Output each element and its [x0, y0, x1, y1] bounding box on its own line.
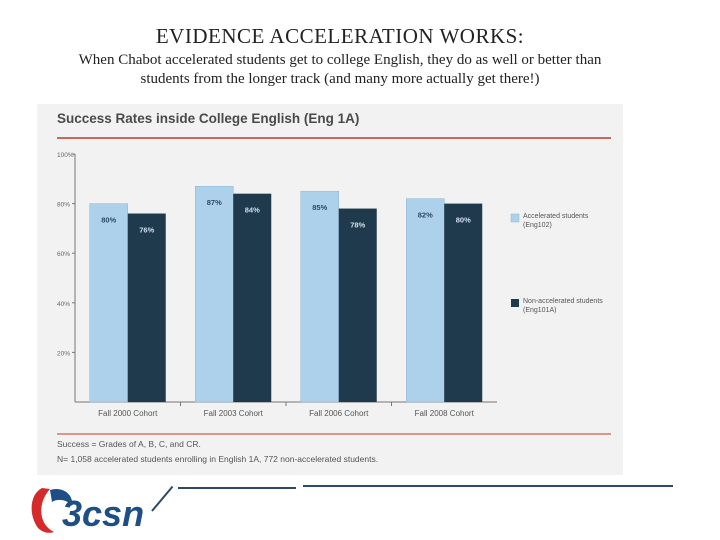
legend-label-line: Non-accelerated students: [523, 298, 603, 305]
slide-title: EVIDENCE ACCELERATION WORKS:: [155, 24, 525, 48]
y-tick-label: 80%: [57, 202, 70, 209]
logo-text: 3csn: [62, 493, 144, 534]
x-tick-label: Fall 2006 Cohort: [309, 409, 369, 418]
bar-non-accelerated: [127, 213, 166, 402]
footer-line-long: [303, 485, 673, 487]
legend-swatch: [510, 213, 520, 223]
chart-note: N= 1,058 accelerated students enrolling …: [57, 454, 378, 464]
logo-swoosh-blue: [50, 488, 73, 506]
legend-label-line: Accelerated students: [523, 213, 589, 220]
bar-data-label: 87%: [207, 198, 222, 207]
bar-non-accelerated: [233, 193, 272, 402]
slide-subtitle: When Chabot accelerated students get to …: [40, 51, 640, 89]
bar-data-label: 84%: [245, 206, 260, 215]
bar-data-label: 76%: [139, 226, 154, 235]
3csn-logo: 3csn: [31, 488, 144, 534]
bar-non-accelerated: [338, 208, 377, 402]
bar-data-label: 80%: [101, 216, 116, 225]
chart-card: Success Rates inside College English (En…: [37, 104, 623, 475]
legend-label: Non-accelerated students (Eng101A): [523, 298, 603, 314]
legend-label-line: (Eng101A): [523, 307, 556, 314]
bar-data-label: 78%: [350, 221, 365, 230]
x-tick-label: Fall 2000 Cohort: [98, 409, 158, 418]
legend-swatch: [511, 299, 519, 307]
bar-accelerated: [406, 198, 445, 403]
chart-title: Success Rates inside College English (En…: [57, 111, 359, 126]
slide-subtitle-line-1: When Chabot accelerated students get to …: [78, 52, 602, 68]
bar-data-label: 80%: [456, 216, 471, 225]
bar-non-accelerated: [444, 203, 483, 402]
logo-swoosh-red: [31, 488, 54, 533]
slide-subtitle-line-2: students from the longer track (and many…: [140, 71, 540, 87]
legend-label: Accelerated students (Eng102): [523, 213, 589, 229]
bar-accelerated: [300, 190, 339, 403]
success-rates-chart: Success Rates inside College English (En…: [57, 111, 611, 464]
footer-line-short: [178, 487, 296, 489]
legend-label-line: (Eng102): [523, 222, 552, 229]
y-tick-label: 60%: [57, 251, 70, 258]
y-tick-label: 40%: [57, 301, 70, 308]
x-tick-label: Fall 2008 Cohort: [415, 409, 475, 418]
bar-data-label: 85%: [312, 203, 327, 212]
chart-note: Success = Grades of A, B, C, and CR.: [57, 439, 201, 449]
y-tick-label: 20%: [57, 350, 70, 357]
bar-accelerated: [89, 203, 128, 403]
bar-data-label: 82%: [418, 211, 433, 220]
bar-accelerated: [195, 185, 234, 403]
y-tick-label: 100%: [57, 152, 74, 159]
x-tick-label: Fall 2003 Cohort: [204, 409, 264, 418]
